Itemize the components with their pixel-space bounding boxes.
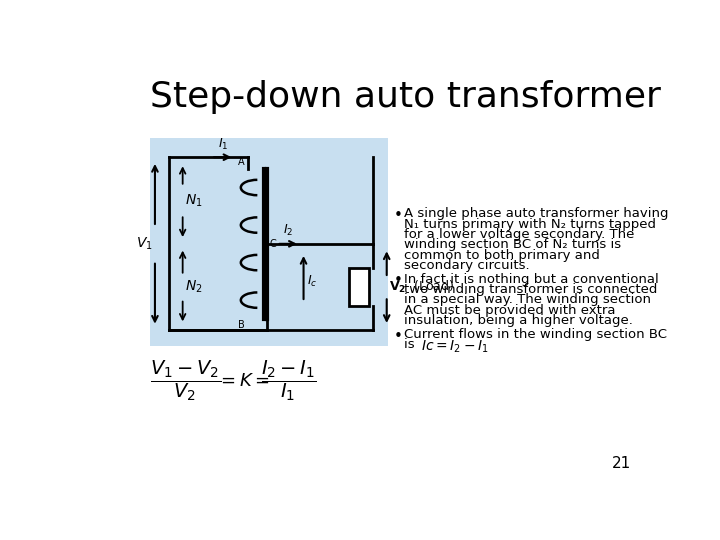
Text: secondary circuits.: secondary circuits. — [405, 259, 530, 272]
Text: $\mathit{Ic = I_2 - I_1}$: $\mathit{Ic = I_2 - I_1}$ — [421, 338, 489, 355]
Text: common to both primary and: common to both primary and — [405, 249, 600, 262]
Text: insulation, being a higher voltage.: insulation, being a higher voltage. — [405, 314, 634, 327]
Text: $I_2$: $I_2$ — [283, 224, 293, 239]
Text: $I_c$: $I_c$ — [307, 274, 318, 289]
Text: $V_1$: $V_1$ — [136, 235, 153, 252]
Text: AC must be provided with extra: AC must be provided with extra — [405, 304, 616, 317]
Text: A single phase auto transformer having: A single phase auto transformer having — [405, 207, 669, 220]
Text: $= K =$: $= K =$ — [217, 372, 270, 389]
Text: 21: 21 — [611, 456, 631, 471]
Text: is: is — [405, 338, 423, 351]
Text: $\dfrac{I_2 - I_1}{I_1}$: $\dfrac{I_2 - I_1}{I_1}$ — [261, 358, 317, 403]
Text: winding section BC of N₂ turns is: winding section BC of N₂ turns is — [405, 239, 621, 252]
Text: $N_2$: $N_2$ — [185, 279, 202, 295]
Text: A: A — [238, 157, 245, 167]
Text: N₁ turns primary with N₂ turns tapped: N₁ turns primary with N₂ turns tapped — [405, 218, 657, 231]
Text: In fact it is nothing but a conventional: In fact it is nothing but a conventional — [405, 273, 660, 286]
Text: Current flows in the winding section BC: Current flows in the winding section BC — [405, 328, 667, 341]
Text: $N_1$: $N_1$ — [185, 192, 202, 209]
Text: for a lower voltage secondary. The: for a lower voltage secondary. The — [405, 228, 635, 241]
Text: Step-down auto transformer: Step-down auto transformer — [150, 80, 660, 114]
Text: $\dfrac{V_1 - V_2}{V_2}$: $\dfrac{V_1 - V_2}{V_2}$ — [150, 358, 220, 403]
Text: •: • — [394, 273, 402, 288]
Text: •: • — [394, 208, 402, 223]
Bar — [150, 138, 388, 346]
Text: $\mathbf{V_2}$  (Load): $\mathbf{V_2}$ (Load) — [389, 279, 454, 295]
Text: B: B — [238, 320, 245, 330]
Text: C: C — [270, 239, 276, 249]
Text: $I_1$: $I_1$ — [218, 137, 229, 152]
Text: in a special way. The winding section: in a special way. The winding section — [405, 294, 652, 307]
Text: two winding transformer is connected: two winding transformer is connected — [405, 283, 658, 296]
Text: •: • — [394, 328, 402, 343]
Bar — [349, 268, 369, 306]
